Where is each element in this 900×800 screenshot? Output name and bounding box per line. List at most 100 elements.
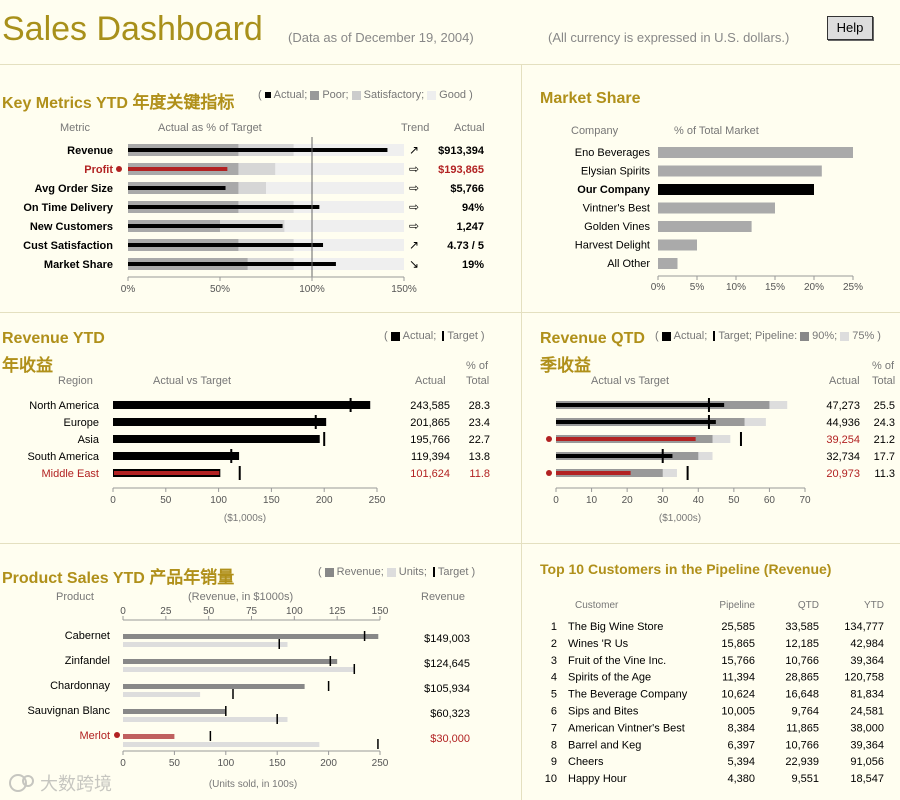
bar-actual	[113, 418, 327, 426]
metric-label: Cust Satisfaction	[23, 240, 113, 252]
ytd-cell: 38,000	[850, 722, 884, 734]
metric-label: Revenue	[67, 145, 113, 157]
revenue-ytd-legend: ( Actual; Target )	[384, 330, 485, 342]
ytd-cell: 42,984	[850, 638, 884, 650]
tick-label: 0	[110, 495, 116, 506]
pipeline-cell: 8,384	[727, 722, 755, 734]
bar-actual	[128, 224, 283, 228]
col-actual-pct: Actual as % of Target	[158, 122, 262, 134]
customer-cell: The Big Wine Store	[568, 621, 663, 633]
customer-cell: The Beverage Company	[568, 689, 688, 701]
key-metrics-chart: Revenue ↗ $913,394 Profit ⇨ $193,865 Avg Order…	[23, 137, 485, 295]
customer-cell: Sips and Bites	[568, 706, 639, 718]
company-label: Elysian Spirits	[581, 166, 651, 178]
actual-value: 4.73 / 5	[447, 240, 484, 252]
bar-actual	[113, 435, 320, 443]
actual-value: 101,624	[410, 468, 450, 480]
actual-value: 20,973	[826, 468, 860, 480]
pct-value: 23.4	[469, 417, 490, 429]
rank-cell: 2	[551, 638, 557, 650]
help-button[interactable]: Help	[827, 16, 873, 40]
revenue-qtd-legend: ( Actual; Target; Pipeline: 90%; 75% )	[655, 330, 881, 342]
pct-value: 25.5	[874, 400, 895, 412]
company-label: Eno Beverages	[575, 147, 651, 159]
actual-value: 1,247	[456, 221, 484, 233]
bar-share	[658, 239, 697, 251]
product-sales-legend: ( Revenue; Units; Target )	[318, 566, 476, 578]
col-product: Product	[56, 591, 94, 603]
customer-cell: American Vintner's Best	[568, 722, 685, 734]
col-avt: Actual vs Target	[591, 375, 670, 387]
metric-label: New Customers	[30, 221, 113, 233]
company-label: All Other	[607, 258, 650, 270]
tick-label: 50	[728, 495, 740, 506]
tick-label: 100%	[299, 284, 325, 295]
trend-icon: ↗	[409, 143, 419, 157]
tick-label: 100	[217, 758, 234, 769]
bar-actual	[556, 403, 725, 407]
bar-actual	[128, 186, 226, 190]
alert-dot	[114, 732, 120, 738]
bar-units	[123, 667, 355, 672]
pipeline-cell: 25,585	[721, 621, 755, 633]
col-region: Region	[58, 375, 93, 387]
rank-cell: 8	[551, 739, 557, 751]
trend-icon: ⇨	[409, 162, 419, 176]
col-pct-1: % of	[466, 360, 489, 372]
tick-label: 25	[160, 606, 172, 617]
trend-icon: ⇨	[409, 200, 419, 214]
region-label: North America	[29, 400, 100, 412]
company-label: Vintner's Best	[583, 203, 650, 215]
revenue-value: $124,645	[424, 658, 470, 670]
bar-actual	[556, 437, 696, 441]
company-label: Our Company	[577, 184, 651, 196]
legend-swatch	[800, 331, 810, 341]
tick-label: 60	[764, 495, 776, 506]
pipeline-cell: 15,766	[721, 655, 755, 667]
trend-icon: ↘	[409, 257, 419, 271]
ytd-cell: 18,547	[850, 773, 884, 785]
tick-label: 0	[120, 758, 126, 769]
product-sales-title-cn: 产品年销量	[149, 568, 235, 587]
dashboard-title: Sales Dashboard	[2, 10, 263, 48]
product-sales-chart: 0 25 50 75 100 125 150 Cabernet $149,003 Zinfande…	[27, 606, 470, 790]
tick-label: 0%	[651, 282, 666, 293]
revenue-value: $105,934	[424, 683, 470, 695]
pct-value: 11.8	[469, 468, 490, 480]
bar-revenue	[123, 734, 175, 739]
tick-label: 50%	[210, 284, 230, 295]
tick-label: 20	[622, 495, 634, 506]
col-company: Company	[571, 125, 619, 137]
bar-revenue	[123, 659, 338, 664]
watermark-logo-icon	[9, 774, 34, 792]
tick-label: 125	[329, 606, 346, 617]
bar-share	[658, 202, 775, 214]
legend-swatch	[310, 90, 320, 100]
col-avt: Actual vs Target	[153, 375, 232, 387]
revenue-ytd-title: Revenue YTD	[2, 330, 105, 347]
col-trend: Trend	[401, 122, 430, 134]
rank-cell: 9	[551, 756, 557, 768]
actual-value: 19%	[462, 259, 484, 271]
key-metrics-title: Key Metrics YTD	[2, 95, 128, 112]
column-header: QTD	[798, 600, 819, 611]
legend-swatch	[264, 92, 271, 98]
tick-label: 150%	[391, 284, 417, 295]
tick-label: 10	[586, 495, 598, 506]
product-sales-title: Product Sales YTD	[2, 570, 145, 587]
bar-share	[658, 221, 752, 232]
market-share-chart: Eno Beverages Elysian Spirits Our Company V…	[575, 147, 863, 293]
tick-label: 200	[316, 495, 333, 506]
region-label: Europe	[64, 417, 99, 429]
customer-cell: Happy Hour	[568, 773, 627, 785]
trend-icon: ⇨	[409, 219, 419, 233]
qtd-cell: 11,865	[786, 722, 819, 734]
pipeline-cell: 10,624	[721, 689, 755, 701]
rank-cell: 7	[551, 722, 557, 734]
tick-label: 200	[320, 758, 337, 769]
product-sales-title-row: Product Sales YTD 产品年销量	[2, 563, 234, 588]
divider	[0, 543, 900, 544]
metric-label: Avg Order Size	[35, 183, 113, 195]
pct-value: 11.3	[874, 468, 895, 480]
tick-label: 100	[286, 606, 303, 617]
